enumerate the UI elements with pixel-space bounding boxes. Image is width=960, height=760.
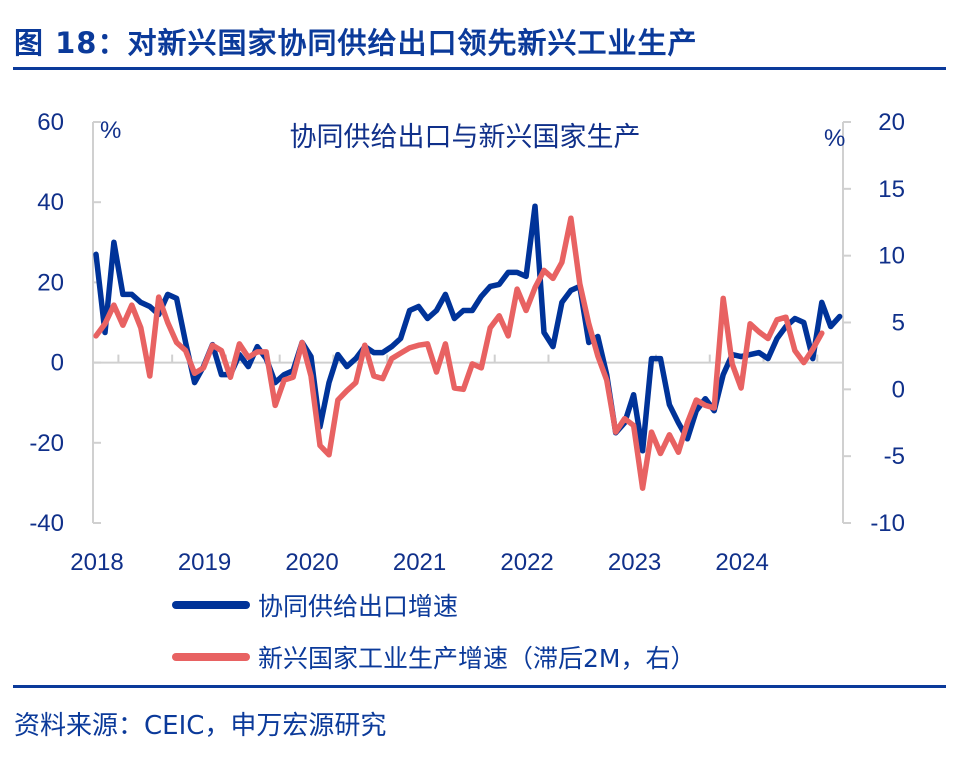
left-axis-unit: % xyxy=(100,117,121,144)
left-tick-label: -20 xyxy=(29,430,64,457)
right-tick-label: 0 xyxy=(892,376,905,403)
title-divider xyxy=(13,67,946,70)
left-tick-label: 0 xyxy=(51,350,64,377)
legend-label: 协同供给出口增速 xyxy=(258,592,459,621)
x-tick-label: 2018 xyxy=(70,549,123,576)
left-tick-label: 40 xyxy=(37,189,64,216)
x-tick-label: 2020 xyxy=(285,549,338,576)
left-tick-label: -40 xyxy=(29,510,64,537)
right-tick-label: 20 xyxy=(878,109,905,136)
source-note: 资料来源：CEIC，申万宏源研究 xyxy=(14,711,387,741)
x-tick-label: 2022 xyxy=(500,549,553,576)
left-tick-label: 60 xyxy=(37,109,64,136)
series-group xyxy=(93,203,843,491)
x-tick-label: 2021 xyxy=(393,549,446,576)
right-tick-label: -10 xyxy=(870,510,905,537)
right-axis-unit: % xyxy=(824,125,845,152)
right-tick-label: -5 xyxy=(884,443,905,470)
legend-swatch-blue xyxy=(172,601,250,609)
x-tick-label: 2023 xyxy=(608,549,661,576)
source-divider xyxy=(13,685,946,688)
chart-title: 协同供给出口与新兴国家生产 xyxy=(290,122,641,153)
right-tick-label: 15 xyxy=(878,176,905,203)
left-tick-label: 20 xyxy=(37,269,64,296)
legend-swatch-red xyxy=(172,653,250,661)
legend-label: 新兴国家工业生产增速（滞后2M，右） xyxy=(258,644,696,673)
series-line-industrial-production xyxy=(93,215,825,491)
chart: -40 -20 0 20 40 60 -10 -5 0 5 10 15 20 2018 2019 2020 20… xyxy=(29,109,905,576)
right-tick-label: 5 xyxy=(892,310,905,337)
x-tick-label: 2024 xyxy=(715,549,768,576)
legend-item-red: 新兴国家工业生产增速（滞后2M，右） xyxy=(172,639,695,675)
x-tick-label: 2019 xyxy=(178,549,231,576)
figure-title: 图 18：对新兴国家协同供给出口领先新兴工业生产 xyxy=(14,26,698,60)
legend-item-blue: 协同供给出口增速 xyxy=(172,587,458,623)
right-tick-label: 10 xyxy=(878,243,905,270)
